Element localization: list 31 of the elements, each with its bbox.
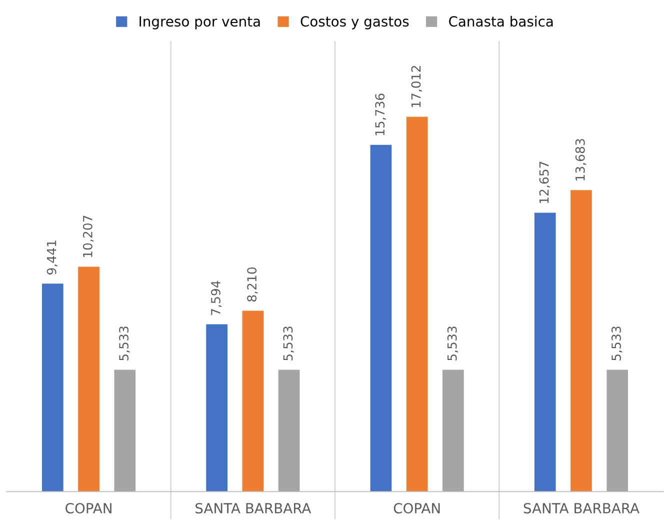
- bar: [206, 324, 228, 492]
- data-label: 5,533: [612, 326, 622, 360]
- bar: [242, 310, 264, 492]
- x-tick-label: COPAN: [394, 502, 440, 514]
- data-label: 17,012: [411, 66, 422, 108]
- bar: [278, 370, 300, 492]
- data-label: 5,533: [283, 326, 294, 360]
- x-tick-label: SANTA BARBARA: [196, 502, 312, 514]
- bar: [606, 370, 628, 492]
- legend-label: Costos y gastos: [300, 16, 409, 30]
- data-label: 9,441: [46, 240, 58, 274]
- data-label: 12,657: [539, 162, 550, 204]
- data-label: 15,736: [375, 94, 386, 136]
- data-label: 10,207: [82, 216, 94, 258]
- bar: [114, 370, 136, 492]
- bar: [442, 370, 464, 492]
- legend-label: Canasta basica: [449, 16, 553, 27]
- data-label: 7,594: [210, 280, 222, 315]
- data-label: 5,533: [447, 326, 458, 360]
- bar: [42, 284, 64, 492]
- x-tick-label: COPAN: [66, 502, 112, 514]
- bar: [78, 266, 100, 492]
- bar: [370, 144, 392, 492]
- bar: [570, 190, 592, 492]
- bar: [534, 212, 556, 492]
- data-label: 8,210: [247, 267, 258, 302]
- bar: [406, 116, 428, 492]
- data-label: 5,533: [119, 326, 130, 360]
- data-label: 13,683: [575, 139, 586, 180]
- x-tick-label: SANTA BARBARA: [524, 502, 640, 514]
- legend-label: Ingreso por venta: [140, 16, 260, 30]
